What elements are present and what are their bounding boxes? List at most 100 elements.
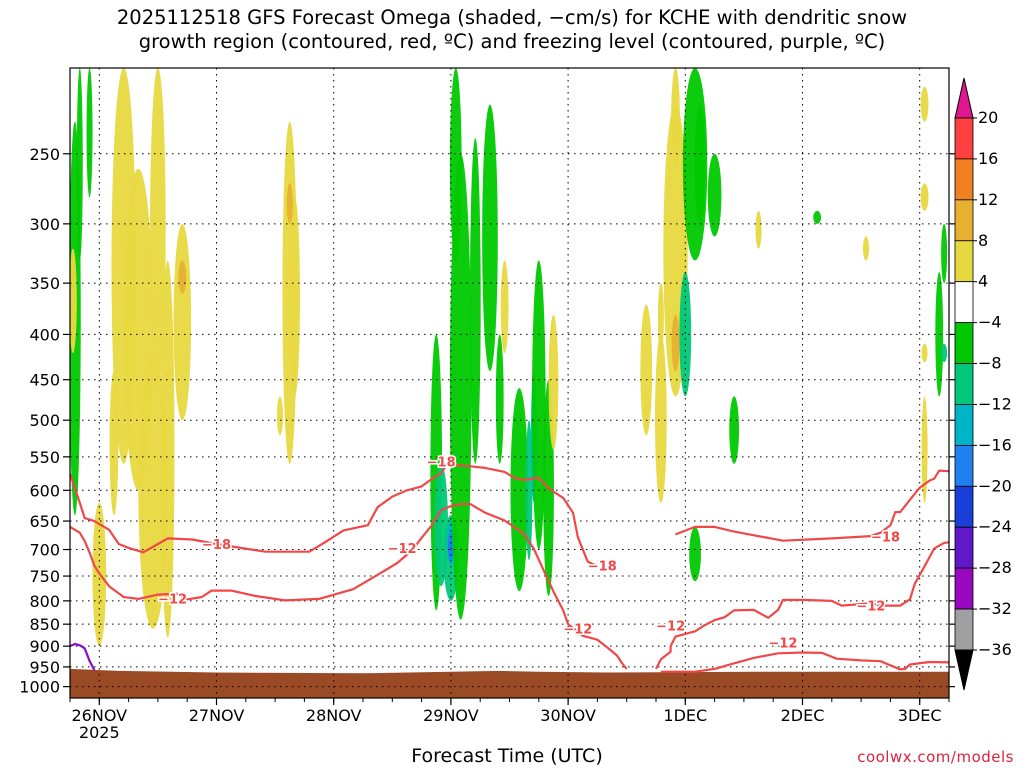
pressure-tick-label: 350: [29, 274, 60, 293]
contour-line: [655, 541, 949, 670]
colorbar-swatch: [954, 363, 974, 405]
omega-shade-cell: [689, 526, 701, 582]
time-tick-label: 2DEC: [781, 706, 825, 725]
colorbar-swatch: [954, 485, 974, 528]
colorbar-label: 12: [978, 190, 998, 209]
pressure-tick-label: 250: [29, 145, 60, 164]
colorbar-label: −8: [978, 354, 1002, 373]
omega-shade-cell: [679, 271, 692, 397]
colorbar-swatch: [954, 567, 974, 610]
temperature-contours: [70, 463, 949, 673]
omega-shade-cell: [469, 138, 481, 464]
omega-shade-cell: [729, 396, 740, 464]
contour-label: −12: [656, 620, 685, 635]
omega-shade-cell: [482, 104, 498, 372]
omega-shade-cell: [862, 236, 869, 261]
pressure-tick-label: 900: [29, 637, 60, 656]
omega-shade-cell: [707, 153, 722, 237]
colorbar-swatch: [954, 199, 974, 242]
colorbar-swatch: [954, 526, 974, 569]
pressure-tick-label: 400: [29, 325, 60, 344]
contour-line: [675, 469, 949, 542]
colorbar-label: −24: [978, 517, 1012, 536]
chart-title-line-2: growth region (contoured, red, ºC) and f…: [138, 30, 886, 53]
colorbar-label: 20: [978, 108, 998, 127]
time-tick-label: 1DEC: [663, 706, 707, 725]
pressure-tick-label: 600: [29, 481, 60, 500]
colorbar-swatch: [954, 444, 974, 487]
omega-shade-cell: [525, 420, 533, 561]
omega-shade-cell: [447, 532, 454, 561]
contour-label: −12: [856, 600, 885, 615]
omega-shade-cell: [276, 396, 283, 436]
omega-shade-cell: [150, 68, 166, 389]
pressure-tick-label: 850: [29, 615, 60, 634]
omega-shade-cell: [671, 314, 680, 372]
omega-shade-cell: [289, 197, 301, 397]
surface-fill: [70, 668, 949, 698]
contour-line: [660, 651, 949, 673]
site-credit[interactable]: coolwx.com/models: [857, 748, 1014, 766]
contour-label: −12: [768, 637, 797, 652]
plot-frame: [69, 67, 950, 699]
omega-shade-cell: [109, 371, 119, 516]
colorbar-top-arrow: [954, 77, 974, 119]
omega-shade-cell: [138, 353, 168, 629]
time-tick-sublabel: 2025: [79, 723, 120, 742]
omega-shade-cell: [495, 334, 504, 464]
pressure-tick-label: 700: [29, 541, 60, 560]
omega-shade-cell: [920, 183, 929, 211]
omega-shade-cell: [640, 304, 653, 436]
time-tick-label: 29NOV: [423, 706, 479, 725]
omega-shade-cell: [86, 68, 93, 198]
omega-shade-cell: [920, 86, 929, 122]
colorbar-swatch: [954, 404, 974, 446]
pressure-tick-label: 300: [29, 215, 60, 234]
x-axis-title: Forecast Time (UTC): [411, 745, 603, 767]
grid-lines: [70, 68, 949, 698]
omega-shade-cell: [76, 68, 83, 261]
colorbar-bottom-arrow: [954, 649, 974, 691]
time-tick-label: 3DEC: [898, 706, 942, 725]
pressure-tick-label: 650: [29, 512, 60, 531]
colorbar-label: 4: [978, 272, 988, 291]
colorbar-legend: 20 16 12 8 4 −4 −8 −12 −16 −20 −24 −28 −32 −36: [954, 77, 1012, 691]
contour-label: −12: [388, 542, 417, 557]
time-tick-label: 30NOV: [540, 706, 596, 725]
omega-shade-cell: [510, 388, 529, 592]
omega-shade-cell: [657, 283, 664, 354]
time-tick-label: 26NOV: [72, 706, 128, 725]
omega-shade-cell: [921, 343, 928, 363]
contour-label: −12: [563, 623, 592, 638]
pressure-tick-label: 750: [29, 567, 60, 586]
colorbar-label: −20: [978, 476, 1012, 495]
omega-shade-cell: [70, 248, 77, 354]
omega-shading: [70, 68, 948, 647]
colorbar-swatch: [954, 608, 974, 651]
colorbar-label: −4: [978, 313, 1002, 332]
colorbar-label: −16: [978, 435, 1012, 454]
colorbar-label: −32: [978, 599, 1012, 618]
omega-shade-cell: [160, 260, 175, 638]
omega-shade-cell: [813, 210, 822, 224]
contour-label: −18: [588, 560, 617, 575]
colorbar-swatch: [954, 322, 974, 364]
omega-shade-cell: [941, 343, 948, 363]
pressure-tick-label: 950: [29, 658, 60, 677]
omega-shade-cell: [286, 183, 293, 224]
colorbar-swatch: [954, 117, 974, 160]
contour-line: [70, 503, 628, 670]
colorbar-label: 8: [978, 231, 988, 250]
omega-shade-cell: [694, 104, 706, 224]
chart-title-line-1: 2025112518 GFS Forecast Omega (shaded, −…: [116, 6, 908, 29]
colorbar-swatch: [954, 158, 974, 201]
time-tick-label: 28NOV: [306, 706, 362, 725]
pressure-tick-label: 500: [29, 411, 60, 430]
contour-line: [70, 642, 96, 671]
colorbar-swatch: [954, 281, 974, 324]
colorbar-label: −36: [978, 640, 1012, 659]
colorbar-label: −28: [978, 558, 1012, 577]
time-tick-label: 27NOV: [189, 706, 245, 725]
